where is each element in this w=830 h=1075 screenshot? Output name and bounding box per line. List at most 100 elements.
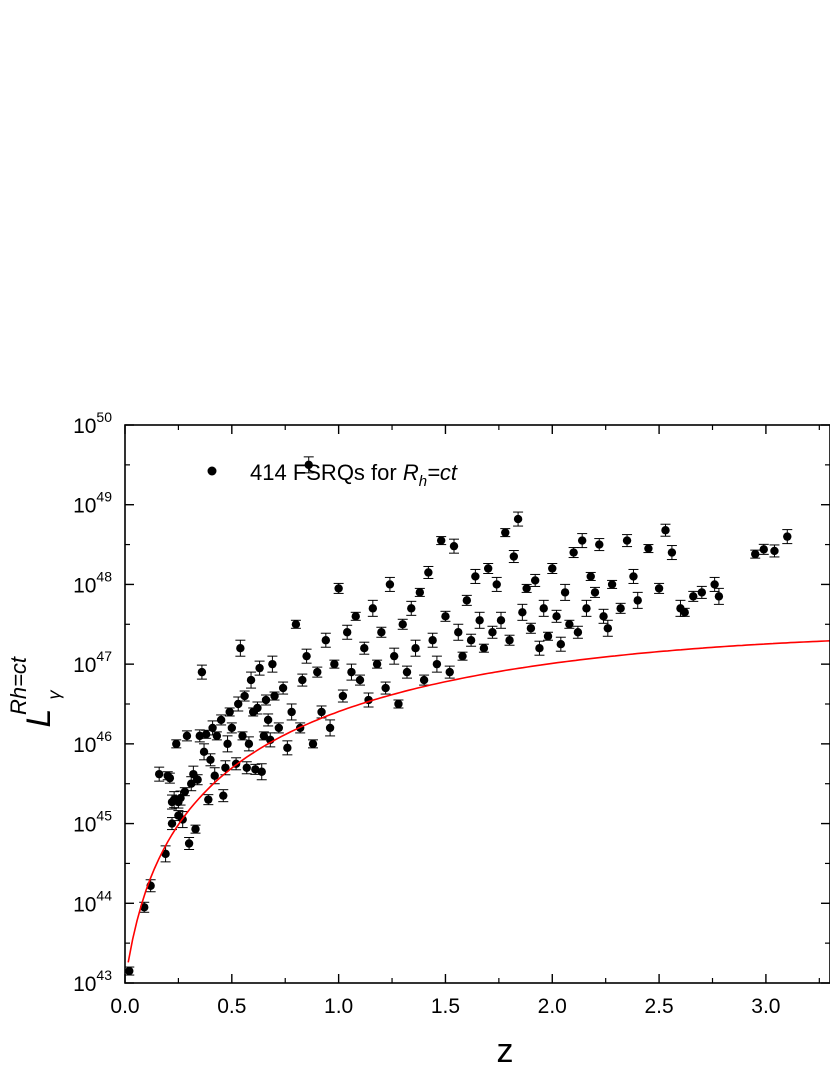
y-axis-label-main: L [20,709,58,728]
data-point [688,590,699,602]
data-point [598,608,609,624]
data-point [431,655,442,673]
point-marker [577,536,587,545]
point-marker [496,616,506,625]
point-marker [208,723,217,733]
point-marker [291,620,301,629]
point-marker [238,731,247,741]
point-marker [680,608,689,617]
data-point [320,632,331,648]
data-point [551,609,562,623]
point-marker [372,659,382,669]
point-marker [240,691,249,701]
point-marker [199,747,209,757]
legend-label: 414 FSRQs for Rh=ct [250,460,458,490]
point-marker [204,795,213,804]
point-marker [479,644,489,653]
point-marker [436,536,446,545]
data-point [457,651,468,661]
data-point [269,691,280,701]
point-marker [304,460,313,470]
point-marker [398,620,407,629]
point-marker [325,723,335,733]
y-tick-label: 1048 [73,568,112,597]
data-point [282,740,293,756]
point-marker [590,588,600,597]
point-marker [161,849,170,859]
data-point [513,511,524,527]
point-marker [629,572,638,581]
data-point [252,701,263,715]
data-point [654,582,665,594]
point-marker [402,667,412,677]
data-point [406,600,417,616]
data-point [350,611,361,621]
point-marker [539,604,548,613]
data-point [423,565,434,579]
point-marker [197,667,207,677]
data-point [243,736,254,752]
data-point [346,663,357,681]
data-point [483,562,494,574]
data-point [581,599,592,617]
point-marker [573,628,583,637]
data-point [205,753,216,767]
point-marker [783,532,792,541]
data-point [196,664,207,680]
point-marker [223,739,232,749]
point-marker [445,667,454,677]
data-point [179,787,190,797]
point-marker [317,707,326,717]
point-marker [302,651,311,661]
point-marker [582,604,591,613]
point-marker [351,612,360,621]
data-point [329,659,340,669]
data-point [491,576,502,592]
data-point [632,591,643,609]
point-marker [381,683,390,693]
data-point [233,696,244,712]
point-marker [274,723,284,733]
data-point [389,647,400,665]
data-point [278,681,289,695]
point-marker [355,675,365,685]
data-point [547,562,558,574]
data-point [239,690,250,702]
point-marker [432,659,442,669]
point-marker [543,632,553,641]
point-marker [313,667,322,677]
data-point [782,529,793,545]
point-marker [586,572,595,581]
point-marker [599,612,608,621]
data-point [449,538,459,554]
x-tick-label: 1.0 [324,995,353,1018]
data-point [316,705,327,719]
data-point [414,587,425,597]
data-point [440,610,451,622]
point-marker [518,608,527,617]
data-point [508,550,519,564]
x-tick-label: 0.5 [217,995,246,1018]
point-marker [560,588,570,597]
axis-ticks: 0.0 0.5 1.0 1.5 2.0 2.5 3.0 1043 1044 1045 1046 104… [73,409,830,1018]
data-point [192,774,203,786]
point-marker [191,824,200,834]
point-marker [167,819,177,828]
data-point [160,845,171,863]
point-marker [246,675,256,685]
point-marker [154,769,164,779]
data-points-layer [125,456,793,976]
data-point [594,538,605,552]
data-point [222,735,233,753]
point-marker [419,675,429,685]
data-point [384,576,395,592]
point-marker [488,628,497,637]
point-marker [219,791,228,800]
data-point [380,681,391,695]
point-marker [633,596,642,605]
data-point [125,966,135,976]
y-tick-label: 1049 [73,489,112,518]
point-marker [552,612,561,621]
data-point [184,837,195,850]
x-tick-label: 0.0 [110,995,139,1018]
